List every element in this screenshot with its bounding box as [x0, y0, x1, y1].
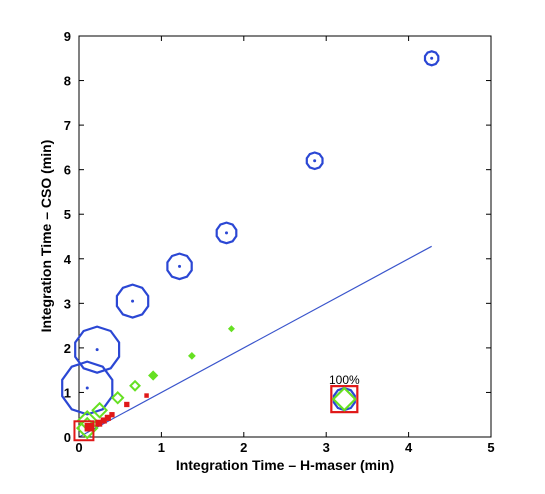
circle-marker-center — [224, 231, 228, 235]
y-axis-label: Integration Time – CSO (min) — [38, 140, 54, 333]
diamond-marker — [227, 325, 235, 333]
diamond-marker — [110, 391, 125, 405]
x-tick-label: 2 — [240, 440, 247, 455]
x-tick-label: 4 — [405, 440, 413, 455]
y-tick-label: 9 — [64, 29, 71, 44]
circle-marker-center — [85, 386, 89, 390]
markers-group — [61, 50, 440, 442]
y-tick-label: 2 — [64, 341, 71, 356]
x-tick-label: 5 — [487, 440, 494, 455]
x-tick-label: 0 — [75, 440, 82, 455]
circle-marker — [215, 221, 238, 245]
legend-label: 100% — [329, 373, 360, 387]
reference-line-group — [78, 245, 432, 438]
square-marker — [95, 419, 103, 427]
x-tick-label: 1 — [158, 440, 165, 455]
circle-marker-center — [313, 159, 317, 163]
y-tick-label: 3 — [64, 296, 71, 311]
square-marker — [124, 401, 130, 408]
reference-line — [78, 245, 432, 438]
square-marker — [84, 422, 94, 432]
circle-marker — [74, 325, 121, 374]
circle-marker — [61, 360, 114, 416]
x-tick-label: 3 — [323, 440, 330, 455]
circle-marker — [115, 283, 150, 319]
diamond-marker — [91, 401, 109, 419]
y-tick-label: 8 — [64, 74, 71, 89]
circle-marker-center — [430, 56, 434, 60]
y-tick-label: 6 — [64, 163, 71, 178]
ticks-group: 0 1 2 3 4 5 0 1 2 3 4 5 6 7 8 9 — [64, 29, 495, 455]
circle-marker — [305, 151, 324, 171]
y-tick-label: 1 — [64, 385, 71, 400]
plot-area — [78, 35, 492, 438]
square-marker — [144, 393, 149, 398]
circle-marker — [166, 252, 193, 281]
circle-marker-center — [178, 264, 182, 268]
diamond-marker — [129, 379, 141, 392]
y-tick-label: 5 — [64, 207, 71, 222]
legend-marker-group — [330, 385, 359, 414]
diamond-marker — [148, 370, 159, 381]
circle-marker-center — [131, 299, 135, 303]
square-marker — [100, 417, 107, 424]
square-marker — [73, 420, 95, 442]
legend-square-marker — [330, 385, 359, 414]
legend-diamond-marker — [331, 386, 357, 412]
y-tick-label: 4 — [64, 252, 72, 267]
circle-marker-center — [95, 348, 99, 352]
diamond-marker — [188, 352, 196, 360]
square-marker — [109, 412, 115, 418]
x-axis-label: Integration Time – H-maser (min) — [176, 457, 394, 473]
y-tick-label: 0 — [64, 430, 71, 445]
circle-marker — [423, 50, 440, 67]
y-tick-label: 7 — [64, 118, 71, 133]
